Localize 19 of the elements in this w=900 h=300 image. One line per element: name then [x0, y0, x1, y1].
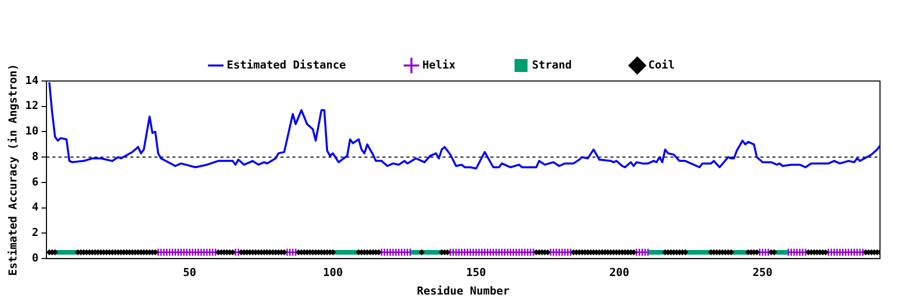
y-tick-label: 10 [25, 124, 38, 138]
y-tick-label: 0 [32, 251, 38, 264]
y-tick-label: 4 [32, 200, 39, 214]
y-tick-label: 14 [25, 74, 39, 87]
x-tick-label: 250 [752, 266, 772, 280]
legend-label: Strand [532, 58, 572, 72]
x-tick-label: 50 [183, 266, 196, 280]
x-tick-label: 150 [466, 266, 486, 280]
y-axis-title: Estimated Accuracy (in Angstron) [6, 64, 20, 276]
x-tick-label: 100 [322, 266, 343, 280]
legend-label: Coil [648, 58, 675, 72]
legend-label: Helix [422, 58, 456, 72]
y-tick-label: 6 [32, 175, 39, 188]
x-axis-title: Residue Number [416, 284, 510, 298]
y-tick-label: 8 [32, 150, 38, 163]
y-tick-label: 2 [32, 226, 38, 240]
legend-label: Estimated Distance [226, 58, 346, 72]
y-tick-label: 12 [25, 99, 38, 112]
x-tick-label: 200 [609, 266, 630, 280]
